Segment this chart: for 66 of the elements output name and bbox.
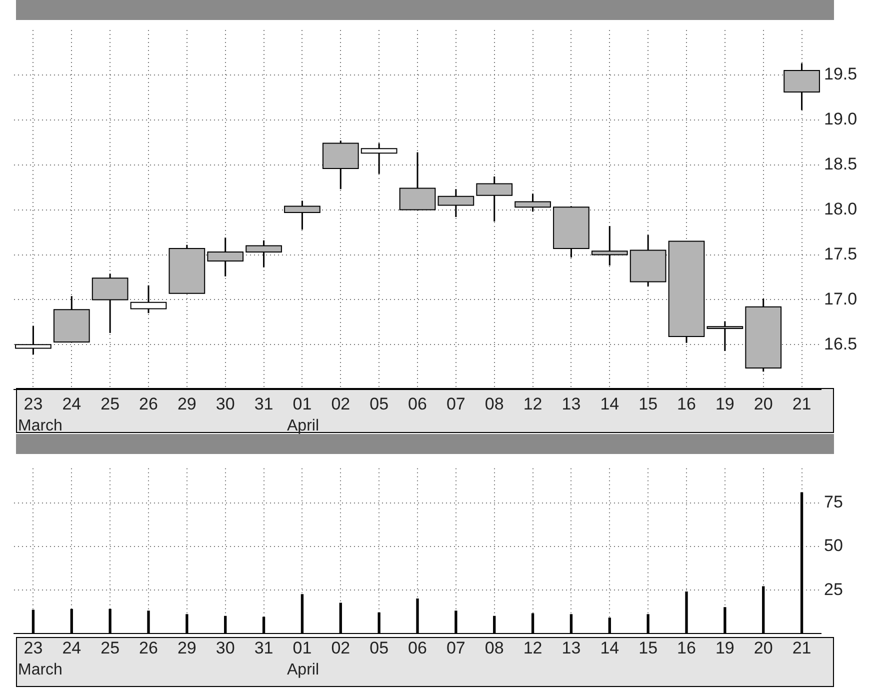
x-tick-label: 02 bbox=[331, 638, 350, 658]
x-tick-label: 16 bbox=[677, 638, 696, 658]
candlestick bbox=[92, 272, 128, 334]
candlestick bbox=[745, 298, 782, 372]
x-tick-label: 05 bbox=[370, 638, 389, 658]
x-tick-label: 21 bbox=[792, 638, 812, 658]
candlestick bbox=[53, 295, 90, 342]
x-tick-label: 01 bbox=[292, 394, 312, 414]
x-tick-label: 26 bbox=[139, 638, 158, 658]
x-tick-label: 15 bbox=[638, 638, 658, 658]
x-tick-label: 14 bbox=[600, 394, 620, 414]
text: March bbox=[18, 661, 62, 678]
x-tick-label: 07 bbox=[446, 638, 466, 658]
x-tick-label: 31 bbox=[254, 394, 274, 414]
x-tick-label: 30 bbox=[216, 394, 235, 414]
x-tick-label: 23 bbox=[24, 394, 43, 414]
y-tick-label: 25 bbox=[824, 580, 843, 599]
x-tick-label: 14 bbox=[600, 638, 620, 658]
x-tick-label: 23 bbox=[24, 638, 43, 658]
x-tick-label: 13 bbox=[562, 638, 581, 658]
x-tick-label: 25 bbox=[100, 638, 120, 658]
x-tick-label: 24 bbox=[62, 638, 82, 658]
x-tick-label: 19 bbox=[715, 394, 734, 414]
candlestick bbox=[399, 152, 436, 210]
y-tick-label: 17.0 bbox=[824, 289, 858, 308]
candlestick bbox=[668, 240, 705, 344]
x-tick-label: 29 bbox=[177, 394, 196, 414]
x-tick-label: 01 bbox=[292, 638, 312, 658]
x-tick-label: 15 bbox=[638, 394, 658, 414]
candlestick bbox=[630, 234, 666, 287]
text: April bbox=[287, 661, 320, 678]
x-tick-label: 24 bbox=[62, 394, 82, 414]
y-tick-label: 75 bbox=[824, 492, 843, 512]
x-tick-label: 19 bbox=[715, 638, 734, 658]
y-tick-label: 18.0 bbox=[824, 199, 858, 218]
text: March bbox=[18, 417, 62, 434]
x-tick-label: 02 bbox=[331, 394, 350, 414]
x-tick-label: 21 bbox=[792, 394, 812, 414]
x-tick-label: 12 bbox=[523, 638, 542, 658]
x-tick-label: 30 bbox=[216, 638, 235, 658]
x-tick-label: 06 bbox=[408, 394, 427, 414]
y-tick-label: 19.5 bbox=[824, 64, 858, 84]
x-tick-label: 31 bbox=[254, 638, 274, 658]
x-tick-label: 08 bbox=[484, 638, 504, 658]
candlestick bbox=[322, 140, 359, 190]
y-tick-label: 50 bbox=[824, 536, 843, 556]
y-tick-label: 16.5 bbox=[824, 334, 858, 354]
x-tick-label: 06 bbox=[408, 638, 427, 658]
y-tick-label: 19.0 bbox=[824, 110, 858, 129]
x-tick-label: 07 bbox=[446, 394, 466, 414]
x-tick-label: 29 bbox=[177, 638, 196, 658]
text: April bbox=[287, 417, 320, 434]
candlestick bbox=[784, 62, 820, 111]
x-tick-label: 05 bbox=[370, 394, 389, 414]
x-tick-label: 13 bbox=[562, 394, 581, 414]
y-tick-label: 18.5 bbox=[824, 154, 858, 174]
x-tick-label: 20 bbox=[754, 394, 773, 414]
x-tick-label: 26 bbox=[139, 394, 158, 414]
y-tick-label: 17.5 bbox=[824, 244, 858, 264]
x-tick-label: 12 bbox=[523, 394, 542, 414]
candlestick bbox=[553, 205, 590, 258]
x-tick-label: 20 bbox=[754, 638, 773, 658]
candlestick bbox=[476, 176, 513, 222]
x-tick-label: 25 bbox=[100, 394, 120, 414]
x-tick-label: 08 bbox=[484, 394, 504, 414]
x-tick-label: 16 bbox=[677, 394, 696, 414]
